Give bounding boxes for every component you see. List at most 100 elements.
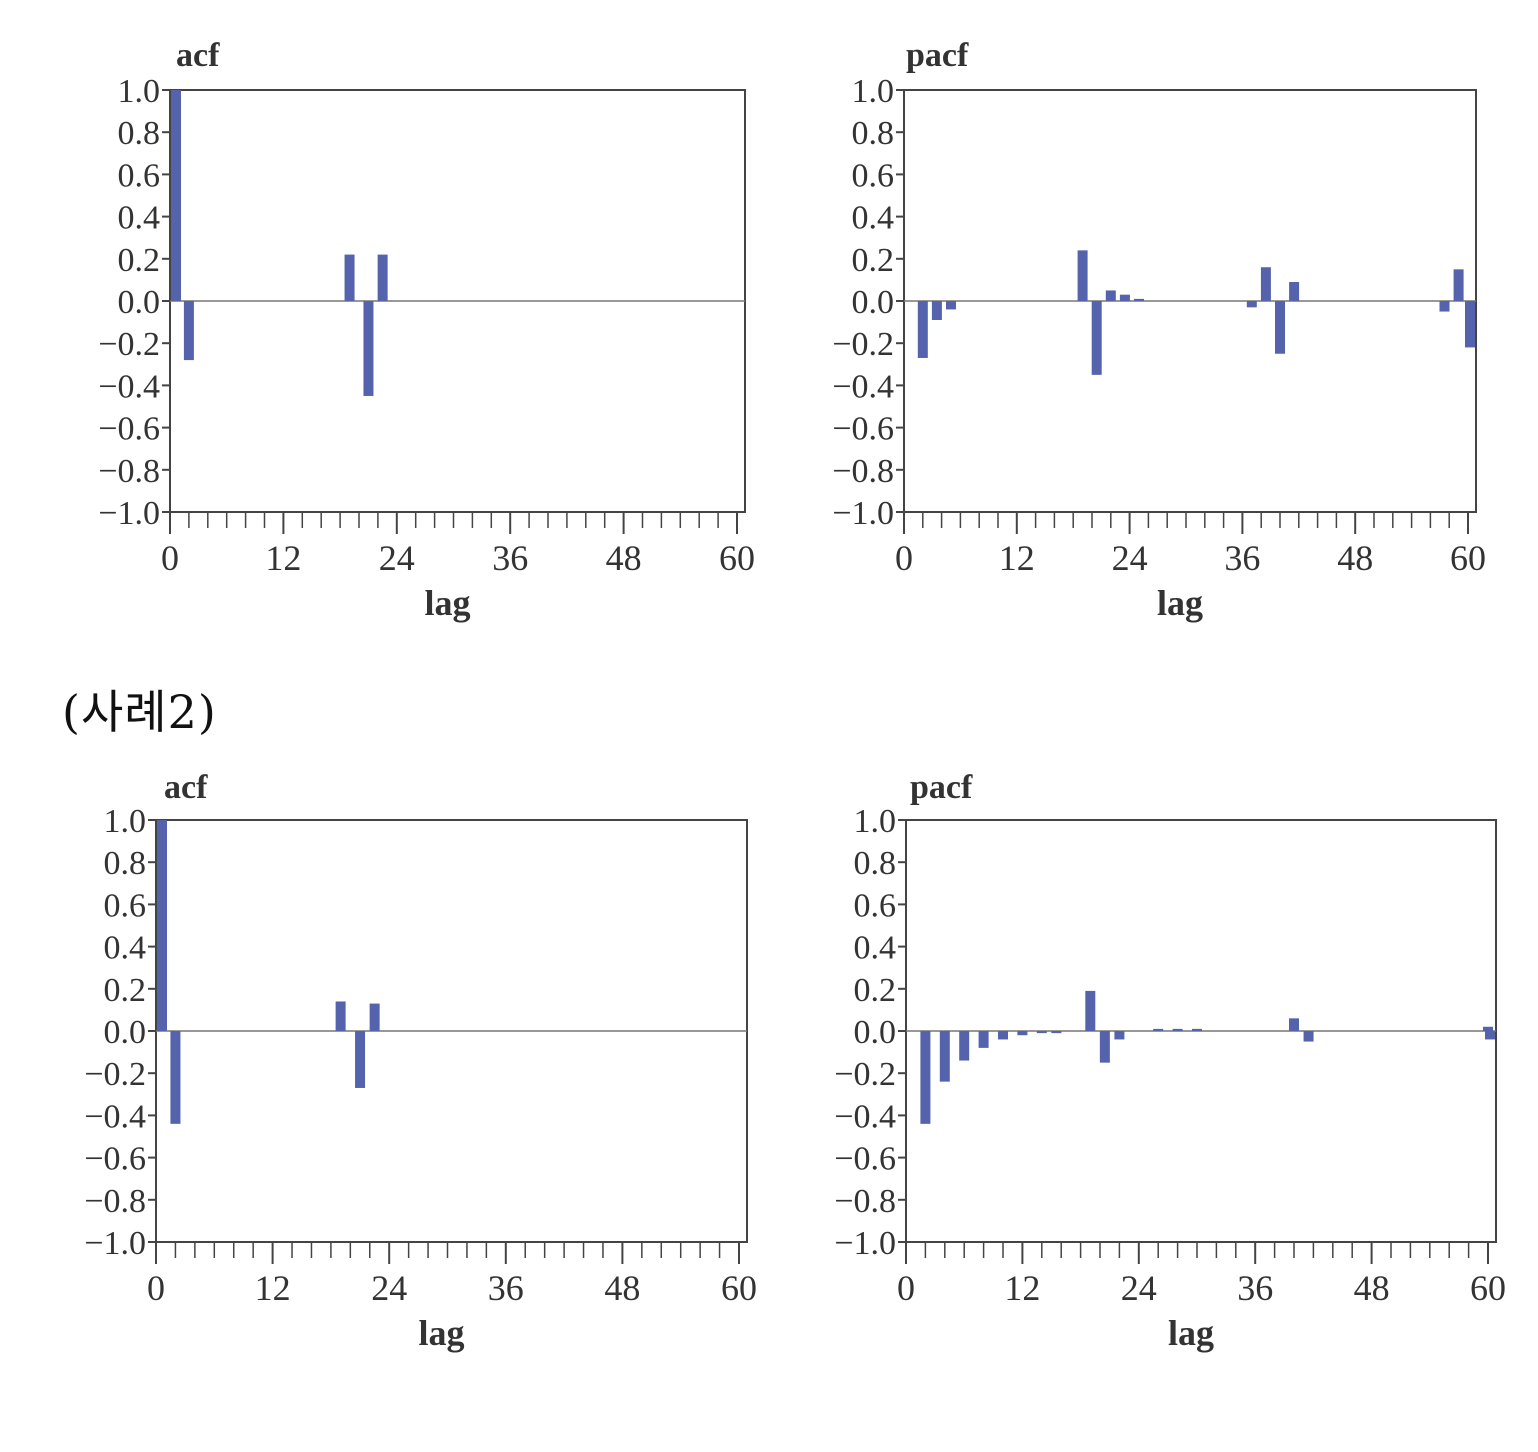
y-tick-label: 1.0 <box>118 73 161 110</box>
x-tick-label: 36 <box>1224 538 1260 578</box>
case-2-label: (사례2) <box>62 685 217 739</box>
bar <box>183 301 194 361</box>
y-tick-label: −0.2 <box>832 326 894 363</box>
x-axis-label: lag <box>1168 1313 1214 1353</box>
y-tick-label: 0.2 <box>118 242 161 279</box>
bar <box>344 254 355 301</box>
bar <box>170 1031 181 1124</box>
y-tick-label: −0.8 <box>98 453 160 490</box>
y-tick-label: −0.4 <box>98 368 160 405</box>
bar <box>1114 1031 1125 1040</box>
y-tick-label: −0.6 <box>98 411 160 448</box>
y-tick-label: −1.0 <box>98 495 160 532</box>
x-tick-label: 12 <box>999 538 1035 578</box>
x-tick-label: 60 <box>1470 1268 1506 1308</box>
bar <box>1192 1028 1202 1031</box>
bar <box>1017 1031 1028 1036</box>
chart-title: acf <box>164 769 208 806</box>
bar <box>1289 282 1300 301</box>
y-tick-label: −0.2 <box>84 1056 146 1093</box>
y-tick-label: 0.8 <box>854 845 897 882</box>
x-tick-label: 24 <box>1112 538 1148 578</box>
bar <box>1172 1028 1183 1031</box>
y-tick-label: 1.0 <box>852 73 895 110</box>
y-tick-label: −0.4 <box>832 368 894 405</box>
bar <box>1465 301 1475 348</box>
top-acf-chart: acf 1.0 0.8 0.6 0.4 0.2 0.0 −0.2 −0.4 −0.6 −0.8 −1.… <box>98 37 755 623</box>
bar <box>355 1031 366 1088</box>
top-pacf-chart: pacf 1.0 0.8 0.6 0.4 0.2 0.0 −0.2 −0.4 −0.6 −0.8 −1… <box>832 37 1486 623</box>
bar <box>1105 290 1116 301</box>
bar <box>1134 298 1144 301</box>
bar <box>1099 1031 1110 1063</box>
y-tick-label: −0.8 <box>832 453 894 490</box>
x-tick-label: 24 <box>379 538 415 578</box>
x-tick-label: 24 <box>371 1268 407 1308</box>
y-tick-label: 0.6 <box>118 157 161 194</box>
bar <box>1485 1031 1495 1040</box>
bar <box>917 301 928 358</box>
bar <box>1119 294 1130 301</box>
x-tick-label: 0 <box>161 538 179 578</box>
bar <box>1091 301 1102 375</box>
y-tick-label: −0.6 <box>832 411 894 448</box>
y-tick-label: −1.0 <box>832 495 894 532</box>
x-tick-label: 36 <box>1237 1268 1273 1308</box>
bar <box>920 1031 931 1124</box>
bar <box>1085 990 1096 1031</box>
y-tick-label: 0.6 <box>854 887 897 924</box>
y-tick-label: −0.2 <box>98 326 160 363</box>
y-tick-label: 0.2 <box>854 972 897 1009</box>
y-tick-label: 1.0 <box>104 803 147 840</box>
bar <box>946 301 956 310</box>
x-tick-label: 0 <box>897 1268 915 1308</box>
y-tick-label: −0.4 <box>834 1098 896 1135</box>
bar <box>369 1003 380 1031</box>
y-tick-label: −0.4 <box>84 1098 146 1135</box>
bar <box>939 1031 950 1082</box>
y-tick-label: 1.0 <box>854 803 897 840</box>
y-tick-label: 0.8 <box>104 845 147 882</box>
x-tick-label: 48 <box>606 538 642 578</box>
chart-title: pacf <box>906 37 969 74</box>
y-tick-label: −1.0 <box>84 1225 146 1262</box>
bar <box>978 1031 989 1048</box>
bar <box>335 1001 346 1031</box>
x-tick-label: 0 <box>147 1268 165 1308</box>
bar <box>1036 1031 1047 1034</box>
bar <box>1483 1026 1493 1031</box>
x-tick-label: 48 <box>1354 1268 1390 1308</box>
bar <box>1275 301 1285 354</box>
y-tick-label: 0.4 <box>852 200 895 237</box>
bar <box>959 1031 970 1061</box>
chart-title: pacf <box>910 769 973 806</box>
bar <box>363 301 374 396</box>
bar <box>1246 301 1257 308</box>
y-tick-label: −0.8 <box>84 1183 146 1220</box>
y-tick-label: 0.8 <box>118 115 161 152</box>
x-tick-label: 12 <box>255 1268 291 1308</box>
y-tick-label: 0.4 <box>854 930 897 967</box>
x-axis-label: lag <box>424 583 470 623</box>
y-tick-label: 0.0 <box>104 1014 147 1051</box>
y-tick-label: −0.2 <box>834 1056 896 1093</box>
y-tick-label: 0.0 <box>852 284 895 321</box>
y-tick-label: −0.8 <box>834 1183 896 1220</box>
y-tick-label: 0.8 <box>852 115 895 152</box>
y-tick-label: −1.0 <box>834 1225 896 1262</box>
x-tick-label: 36 <box>488 1268 524 1308</box>
y-tick-label: −0.6 <box>84 1141 146 1178</box>
x-tick-label: 60 <box>721 1268 757 1308</box>
y-tick-label: 0.4 <box>118 200 161 237</box>
y-tick-label: 0.2 <box>852 242 895 279</box>
y-tick-label: 0.6 <box>104 887 147 924</box>
y-tick-label: 0.6 <box>852 157 895 194</box>
bar <box>931 301 942 320</box>
x-tick-label: 12 <box>265 538 301 578</box>
bar <box>1077 250 1088 301</box>
bar <box>1260 267 1271 301</box>
bar <box>1051 1031 1062 1034</box>
bar <box>157 820 167 1031</box>
bar <box>1303 1031 1314 1042</box>
y-tick-label: 0.0 <box>854 1014 897 1051</box>
